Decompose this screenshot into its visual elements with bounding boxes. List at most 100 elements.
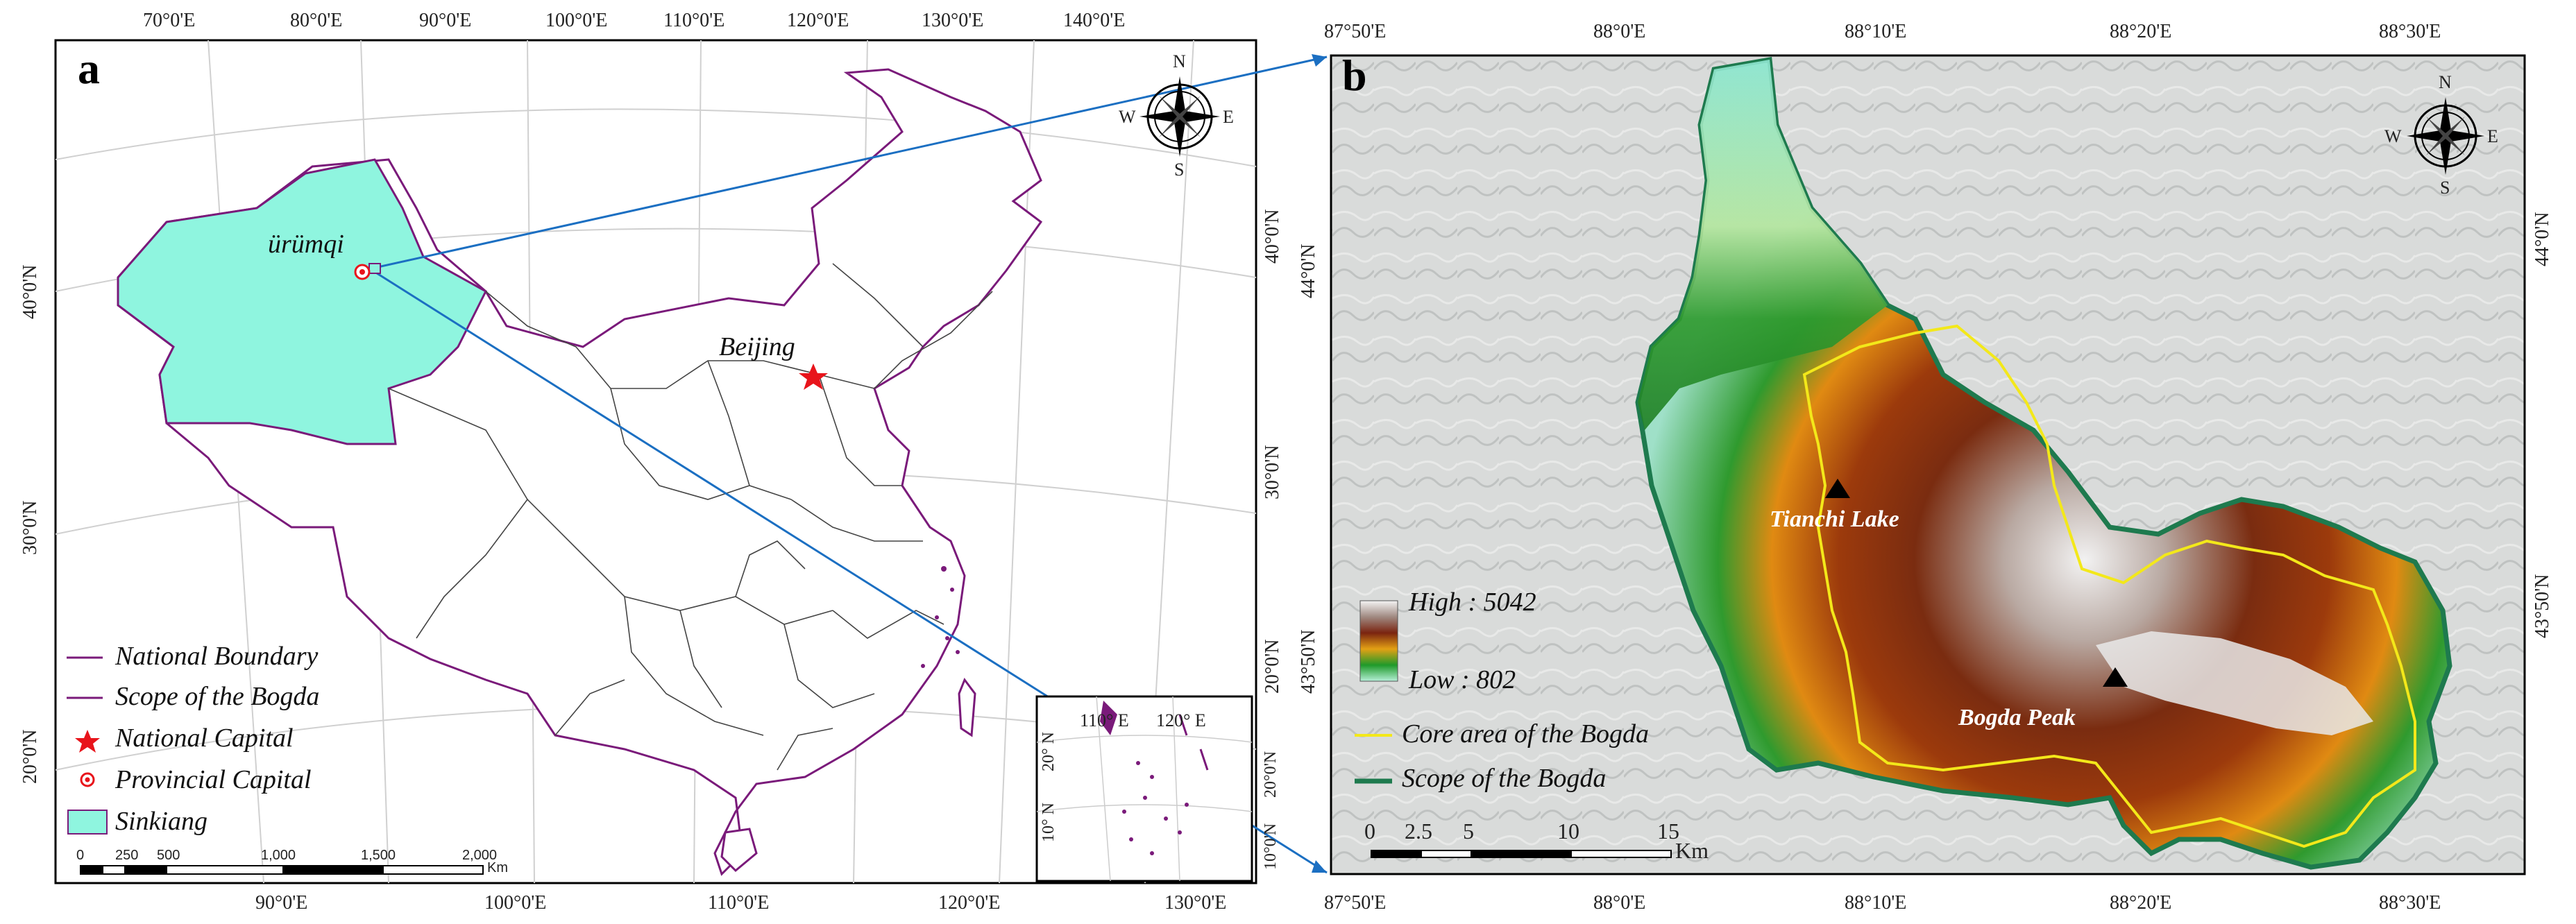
legend-swatch-sinkiang: [67, 810, 108, 835]
compass-b-w: W: [2384, 126, 2402, 146]
scalebar-b-label: 0: [1364, 819, 1375, 844]
inset-frame: [1035, 695, 1253, 882]
compass-b-n: N: [2439, 72, 2452, 92]
legend-label-scope-bogda: Scope of the Bogda: [115, 682, 320, 711]
scalebar-a-label: 500: [157, 848, 180, 863]
tick-bottom-a: 130°0'E: [1164, 892, 1227, 914]
city-label-urumqi: ürümqi: [268, 230, 344, 259]
compass-a-n: N: [1173, 51, 1186, 71]
scalebar-a-label: 250: [115, 848, 139, 863]
scalebar-a-label: 0: [76, 848, 85, 863]
sinkiang-region: [117, 158, 487, 445]
legend-label-national-boundary: National Boundary: [115, 642, 319, 671]
tick-top-b: 88°0'E: [1593, 21, 1646, 42]
tick-top-a: 130°0'E: [922, 10, 984, 31]
national-capital-star: [799, 363, 828, 390]
province-boundaries: [388, 263, 993, 771]
tick-bottom-b: 87°50'E: [1324, 892, 1387, 914]
tick-right-a: 20°0'N: [1262, 639, 1283, 694]
inset-left-tick: 20° N: [1040, 732, 1058, 771]
legend-label-scope-b: Scope of the Bogda: [1402, 764, 1607, 793]
coastal-islands: [921, 566, 960, 668]
tick-bottom-a: 120°0'E: [938, 892, 1001, 914]
tick-left-b: 44°0'N: [1298, 243, 1319, 298]
provincial-capital-marker: [354, 264, 371, 280]
bogda-peak-marker: [2103, 667, 2128, 687]
connector-bottom-arrow: [1312, 860, 1327, 873]
inset-left-tick: 10° N: [1040, 803, 1058, 842]
tick-top-a: 100°0'E: [545, 10, 608, 31]
compass-a-e: E: [1223, 107, 1234, 127]
elevation-high-label: High : 5042: [1409, 588, 1536, 617]
core-area-boundary: [1802, 324, 2416, 848]
scalebar-b-label: 2.5: [1405, 819, 1432, 844]
label-tianchi-lake: Tianchi Lake: [1770, 506, 1899, 532]
tick-right-a: 30°0'N: [1262, 445, 1283, 499]
scalebar-a-label: 2,000: [462, 848, 498, 863]
elevation-color-bar: [1359, 600, 1398, 682]
compass-rose-b: [2407, 97, 2484, 175]
tick-top-a: 70°0'E: [143, 10, 196, 31]
tianchi-lake-marker: [1825, 479, 1850, 498]
label-bogda-peak: Bogda Peak: [1958, 705, 2076, 730]
tick-bottom-b: 88°0'E: [1593, 892, 1646, 914]
inset-right-tick: 10°0'N: [1262, 823, 1280, 870]
tick-right-a: 40°0'N: [1262, 209, 1283, 264]
tick-top-a: 80°0'E: [290, 10, 343, 31]
taiwan-outline: [958, 677, 976, 737]
bogda-peak-snow: [2096, 631, 2373, 735]
tick-top-a: 110°0'E: [663, 10, 725, 31]
scalebar-b-label: 5: [1463, 819, 1474, 844]
tick-bottom-b: 88°10'E: [1845, 892, 1907, 914]
legend-symbol-provincial-capital: [80, 772, 95, 787]
scalebar-a: [80, 865, 484, 875]
inset-right-tick: 20°0'N: [1262, 751, 1280, 798]
tick-left-a: 30°0'N: [19, 500, 41, 555]
inset-top-tick: 120° E: [1156, 710, 1206, 730]
legend-label-provincial-capital: Provincial Capital: [115, 765, 312, 794]
connector-top-arrow: [1312, 54, 1327, 67]
scalebar-a-label: 1,500: [361, 848, 396, 863]
tick-right-b: 43°50'N: [2532, 574, 2553, 638]
tick-top-a: 90°0'E: [419, 10, 472, 31]
panel-a-letter: a: [78, 44, 100, 93]
tick-top-a: 140°0'E: [1063, 10, 1126, 31]
inset-graticule: [1036, 696, 1253, 882]
tick-top-b: 87°50'E: [1324, 21, 1387, 42]
tick-top-b: 88°10'E: [1845, 21, 1907, 42]
inset-islands: [1100, 701, 1209, 855]
compass-a-w: W: [1119, 107, 1136, 127]
scalebar-b: [1371, 850, 1672, 858]
compass-b-e: E: [2487, 126, 2498, 146]
scalebar-a-label: 1,000: [261, 848, 296, 863]
compass-a-s: S: [1174, 160, 1185, 180]
city-label-beijing: Beijing: [719, 332, 795, 361]
tick-bottom-a: 100°0'E: [484, 892, 547, 914]
tick-left-b: 43°50'N: [1298, 629, 1319, 694]
bogda-north-lowland: [1638, 60, 1888, 430]
compass-rose-a: [1139, 76, 1220, 157]
tick-top-a: 120°0'E: [787, 10, 849, 31]
tick-top-b: 88°30'E: [2379, 21, 2441, 42]
panel-b-letter: b: [1342, 51, 1367, 100]
scalebar-b-label: 10: [1557, 819, 1579, 844]
scalebar-a-unit: Km: [487, 860, 508, 875]
scalebar-b-label: 15: [1657, 819, 1679, 844]
hainan-outline: [720, 828, 758, 873]
tick-right-b: 44°0'N: [2532, 212, 2553, 266]
inset-top-tick: 110° E: [1080, 710, 1129, 730]
tick-bottom-a: 110°0'E: [708, 892, 770, 914]
legend-label-sinkiang: Sinkiang: [115, 807, 207, 836]
legend-label-national-capital: National Capital: [115, 724, 294, 753]
bogda-scope-marker: [368, 263, 381, 274]
tick-bottom-b: 88°20'E: [2110, 892, 2172, 914]
tick-bottom-a: 90°0'E: [255, 892, 308, 914]
tick-left-a: 40°0'N: [19, 264, 41, 319]
compass-b-s: S: [2440, 178, 2450, 198]
elevation-low-label: Low : 802: [1409, 665, 1516, 694]
tick-left-a: 20°0'N: [19, 729, 41, 784]
legend-star-national-capital: [75, 730, 100, 753]
tick-top-b: 88°20'E: [2110, 21, 2172, 42]
scalebar-b-unit: Km: [1675, 838, 1709, 863]
